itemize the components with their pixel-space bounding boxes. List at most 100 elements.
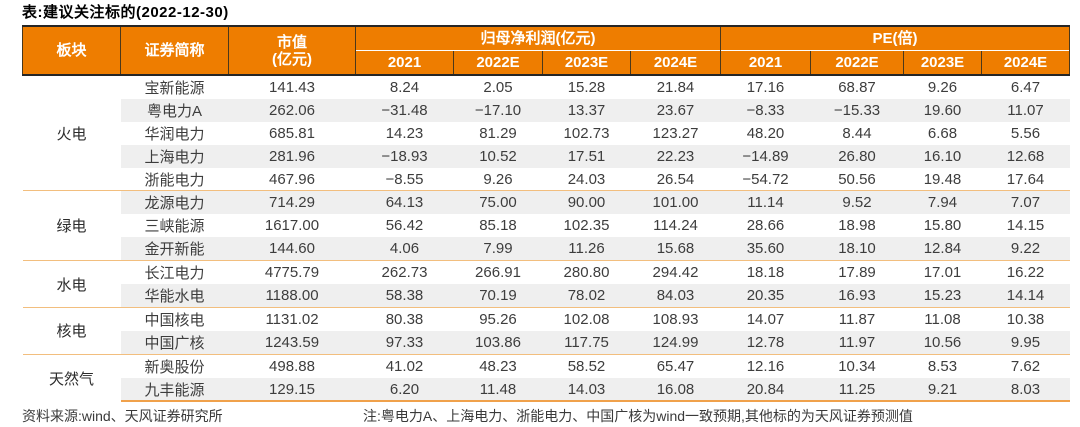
- value-cell: 16.93: [810, 284, 904, 308]
- value-cell: 16.22: [981, 260, 1070, 285]
- stock-name-cell: 浙能电力: [144, 171, 205, 189]
- value-cell: 13.37: [542, 98, 631, 122]
- value-cell: 10.38: [981, 306, 1070, 331]
- table-row: 九丰能源 129.15 6.20 11.48 14.03 16.08 20.84 11.25 9…: [23, 377, 1070, 403]
- stock-name-cell: 九丰能源: [120, 377, 229, 403]
- source-note: 资料来源:wind、天风证券研究所: [22, 408, 223, 425]
- value-cell: 8.44: [842, 124, 872, 142]
- value-cell: 23.67: [630, 98, 721, 122]
- table-row: 核电 中国核电 1131.02 80.38 95.26 102.08 108.93 14.07…: [22, 306, 1070, 355]
- table-row: 金开新能 144.60 4.06 7.99 11.26 15.68 35.60 18.10 12…: [23, 237, 1070, 261]
- value-cell: 17.51: [542, 144, 631, 168]
- value-cell: 17.89: [810, 260, 904, 285]
- sector-cell: 核电: [22, 306, 121, 355]
- value-cell: 19.48: [923, 170, 962, 188]
- header-year: 2024E: [630, 50, 721, 76]
- sector-cell: 绿电: [22, 190, 121, 261]
- header-year: 2022E: [453, 50, 543, 76]
- header-year: 2023E: [542, 50, 631, 76]
- value-cell: −17.10: [453, 98, 543, 122]
- header-market-cap-line2: (亿元): [272, 50, 312, 68]
- header-sector: 板块: [22, 25, 121, 76]
- value-cell: 124.99: [630, 330, 721, 355]
- value-cell: 10.56: [903, 330, 982, 355]
- header-year: 2024E: [980, 50, 1071, 76]
- value-cell: 78.02: [542, 284, 631, 308]
- market-cap-cell: 1188.00: [228, 284, 356, 308]
- stock-name-cell: 华润电力: [144, 125, 205, 143]
- stock-name-cell: 龙源电力: [120, 190, 229, 215]
- value-cell: 4.06: [355, 237, 454, 261]
- value-cell: 14.14: [981, 284, 1070, 308]
- value-cell: 84.03: [630, 284, 721, 308]
- value-cell: 15.28: [567, 78, 606, 96]
- table-row: 三峡能源 1617.00 56.42 85.18 102.35 114.24 28.66 18…: [23, 214, 1070, 237]
- header-pe-group: PE(倍): [719, 25, 1071, 51]
- value-cell: 22.23: [630, 144, 721, 168]
- value-cell: 117.75: [542, 330, 631, 355]
- market-cap-cell: 144.60: [228, 237, 356, 261]
- table-row: 粤电力A 262.06 −31.48 −17.10 13.37 23.67 −8.33 −15…: [23, 98, 1070, 122]
- forecast-note: 注:粤电力A、上海电力、浙能电力、中国广核为wind一致预期,其他标的为天风证券…: [363, 408, 913, 425]
- market-cap-cell: 498.88: [228, 353, 356, 378]
- header-group-row: 板块 证券简称 市值 (亿元) 归母净利润(亿元) PE(倍): [22, 25, 1071, 76]
- stock-name-cell: 中国核电: [120, 306, 229, 331]
- table-row: 中国广核 1243.59 97.33 103.86 117.75 124.99 12.78 1…: [23, 330, 1070, 355]
- value-cell: 280.80: [542, 260, 631, 285]
- value-cell: −15.33: [810, 98, 904, 122]
- value-cell: 11.08: [903, 306, 982, 331]
- value-cell: 8.03: [981, 377, 1070, 403]
- value-cell: 12.84: [903, 237, 982, 261]
- value-cell: 14.07: [720, 306, 811, 331]
- value-cell: 85.18: [479, 217, 517, 235]
- value-cell: 75.00: [453, 190, 543, 215]
- value-cell: 70.19: [453, 284, 543, 308]
- value-cell: 9.22: [981, 237, 1070, 261]
- sector-cell: 水电: [22, 260, 121, 308]
- stocks-table: 板块 证券简称 市值 (亿元) 归母净利润(亿元) PE(倍) 2021 202…: [22, 25, 1071, 403]
- table-row: 绿电 龙源电力 714.29 64.13 75.00 90.00 101.00 11.14 9.…: [22, 190, 1070, 261]
- value-cell: −8.33: [720, 98, 811, 122]
- value-cell: 11.97: [810, 330, 904, 355]
- value-cell: 50.56: [838, 170, 876, 188]
- market-cap-cell: 4775.79: [228, 260, 356, 285]
- value-cell: 6.47: [1010, 78, 1041, 96]
- value-cell: 15.80: [923, 217, 962, 235]
- table-row: 水电 长江电力 4775.79 262.73 266.91 280.80 294.42 18.…: [22, 260, 1070, 308]
- stock-name-cell: 华能水电: [120, 284, 229, 308]
- value-cell: 11.25: [810, 377, 904, 403]
- value-cell: 90.00: [542, 190, 631, 215]
- value-cell: 16.10: [903, 144, 982, 168]
- value-cell: 5.56: [1010, 124, 1041, 142]
- header-year-row: 2021 2022E 2023E 2024E 2021 2022E 2023E …: [23, 50, 1071, 76]
- value-cell: 48.20: [746, 124, 785, 142]
- value-cell: 28.66: [746, 217, 785, 235]
- value-cell: 11.26: [542, 237, 631, 261]
- market-cap-cell: 467.96: [269, 170, 315, 188]
- value-cell: 17.16: [746, 78, 785, 96]
- table-row: 华润电力 685.81 14.23 81.29 102.73 123.27 48.20 8.4…: [23, 122, 1070, 145]
- value-cell: 262.73: [355, 260, 454, 285]
- value-cell: 26.54: [656, 170, 695, 188]
- value-cell: 7.62: [981, 353, 1070, 378]
- value-cell: 15.23: [903, 284, 982, 308]
- value-cell: 14.03: [542, 377, 631, 403]
- value-cell: 7.99: [453, 237, 543, 261]
- value-cell: 41.02: [355, 353, 454, 378]
- value-cell: 21.84: [656, 78, 695, 96]
- header-net-profit-group: 归母净利润(亿元): [355, 25, 721, 51]
- header-market-cap: 市值 (亿元): [228, 25, 356, 76]
- value-cell: 294.42: [630, 260, 721, 285]
- value-cell: 16.08: [630, 377, 721, 403]
- table-row: 华能水电 1188.00 58.38 70.19 78.02 84.03 20.35 16.9…: [23, 284, 1070, 308]
- table-row: 上海电力 281.96 −18.93 10.52 17.51 22.23 −14.89 26.…: [23, 144, 1070, 168]
- value-cell: 101.00: [630, 190, 721, 215]
- value-cell: 2.05: [483, 78, 513, 96]
- report-table-page: 表:建议关注标的(2022-12-30) 板块 证券简称 市值 (亿元) 归母净…: [0, 3, 1080, 427]
- stock-name-cell: 新奥股份: [120, 353, 229, 378]
- value-cell: 10.34: [810, 353, 904, 378]
- header-year: 2023E: [903, 50, 982, 76]
- value-cell: 9.21: [903, 377, 982, 403]
- page-title: 表:建议关注标的(2022-12-30): [22, 4, 229, 21]
- market-cap-cell: 281.96: [228, 144, 356, 168]
